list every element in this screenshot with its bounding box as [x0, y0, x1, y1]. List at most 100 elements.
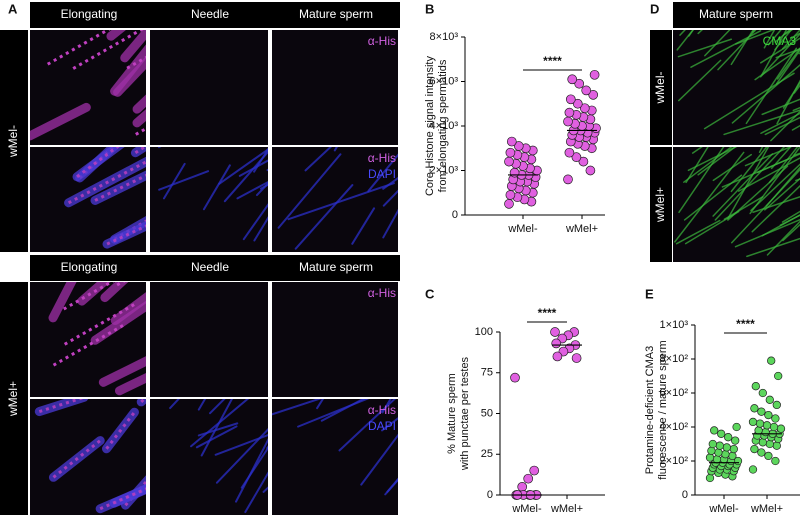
cell-streak	[712, 153, 774, 217]
cell-streak	[272, 399, 322, 416]
cell-streak	[676, 30, 694, 51]
column-header: Mature sperm	[299, 7, 373, 21]
data-point	[589, 69, 600, 80]
row-label-bar	[0, 30, 28, 252]
cell-streak	[382, 176, 398, 190]
micrograph-texture	[64, 147, 146, 249]
data-point	[767, 356, 776, 365]
cell-streak	[100, 282, 129, 303]
data-point	[757, 448, 766, 457]
data-point	[563, 174, 573, 185]
y-tick-label: 50	[481, 407, 493, 419]
micrograph	[150, 399, 268, 515]
y-tick-label: 1×10³	[660, 319, 689, 331]
cell-streak	[67, 160, 146, 205]
cell-streak	[737, 157, 800, 192]
cell-streak	[735, 30, 775, 45]
micrograph-texture	[277, 147, 398, 250]
data-point	[574, 78, 585, 89]
row-label: wMel+	[653, 187, 667, 223]
cell-streak	[132, 109, 146, 128]
cell-streak	[745, 47, 798, 125]
y-tick-label: 6×10²	[660, 387, 689, 399]
micrograph	[272, 399, 398, 515]
row-label: wMel-	[653, 71, 667, 104]
data-point	[567, 74, 578, 85]
y-tick-label: 75	[481, 367, 493, 379]
data-point	[765, 439, 774, 449]
y-axis-label: % Mature sperm	[446, 373, 458, 454]
data-point	[517, 482, 528, 492]
data-point	[708, 439, 717, 449]
data-point	[754, 426, 763, 435]
cell-streak	[48, 282, 77, 323]
cell-streak	[90, 300, 146, 345]
cell-streak	[320, 399, 366, 422]
cell-streak	[197, 399, 207, 411]
cell-streak	[120, 30, 146, 63]
x-tick-label: wMel+	[565, 223, 598, 235]
y-axis-label: Core-Histone signal intensity	[424, 55, 436, 196]
cell-streak	[761, 98, 800, 116]
cell-streak	[218, 148, 268, 185]
cell-streak	[351, 207, 376, 245]
cell-streak	[746, 237, 800, 258]
row-label: wMel+	[6, 381, 20, 417]
cell-streak	[52, 439, 102, 479]
data-point	[565, 94, 576, 105]
y-tick-label: 6×10³	[430, 75, 459, 87]
cell-streak	[781, 30, 800, 50]
data-point	[572, 98, 583, 109]
cell-streak	[751, 184, 800, 233]
data-point	[705, 453, 715, 462]
data-point	[762, 421, 772, 430]
data-point	[764, 451, 773, 461]
cell-streak	[381, 399, 392, 414]
channel-label: CMA3	[763, 34, 797, 48]
cell-streak	[215, 428, 268, 484]
cell-streak	[723, 196, 764, 220]
cell-streak	[99, 487, 146, 511]
micrograph-texture	[676, 30, 800, 142]
x-tick-label: wMel+	[750, 503, 783, 515]
data-point	[571, 353, 582, 363]
data-point	[748, 417, 758, 427]
header-bar	[30, 2, 400, 28]
cell-streak	[200, 399, 234, 457]
significance-label: ****	[538, 306, 557, 320]
data-point	[581, 85, 592, 96]
x-tick-label: wMel-	[511, 503, 542, 515]
cell-streak	[775, 48, 800, 85]
column-header: Mature sperm	[699, 7, 773, 21]
cell-streak	[253, 147, 268, 173]
data-point	[523, 473, 534, 484]
data-point	[748, 465, 758, 474]
cell-streak	[760, 37, 800, 64]
cell-streak	[754, 47, 800, 81]
y-axis-label: from elongating spermatids	[437, 59, 449, 192]
data-point	[729, 444, 738, 454]
row-label-bar	[650, 147, 672, 262]
data-point	[772, 400, 781, 410]
data-point	[771, 456, 780, 466]
cell-streak	[730, 147, 768, 193]
cell-streak	[253, 216, 268, 242]
data-point	[505, 190, 516, 200]
cell-streak	[776, 47, 800, 80]
cell-streak	[242, 203, 268, 241]
cell-streak	[294, 184, 354, 250]
data-point	[750, 404, 759, 413]
data-point	[757, 407, 766, 416]
y-axis-label: Protamine-deficient CMA3	[644, 346, 656, 474]
data-point	[578, 156, 589, 167]
cell-streak	[764, 177, 800, 211]
cell-streak	[684, 210, 740, 245]
panel-label: B	[425, 1, 434, 16]
y-tick-label: 8×10²	[660, 353, 689, 365]
data-point	[571, 152, 582, 162]
data-point	[731, 436, 740, 445]
data-point	[769, 422, 779, 432]
significance-label: ****	[736, 317, 755, 331]
